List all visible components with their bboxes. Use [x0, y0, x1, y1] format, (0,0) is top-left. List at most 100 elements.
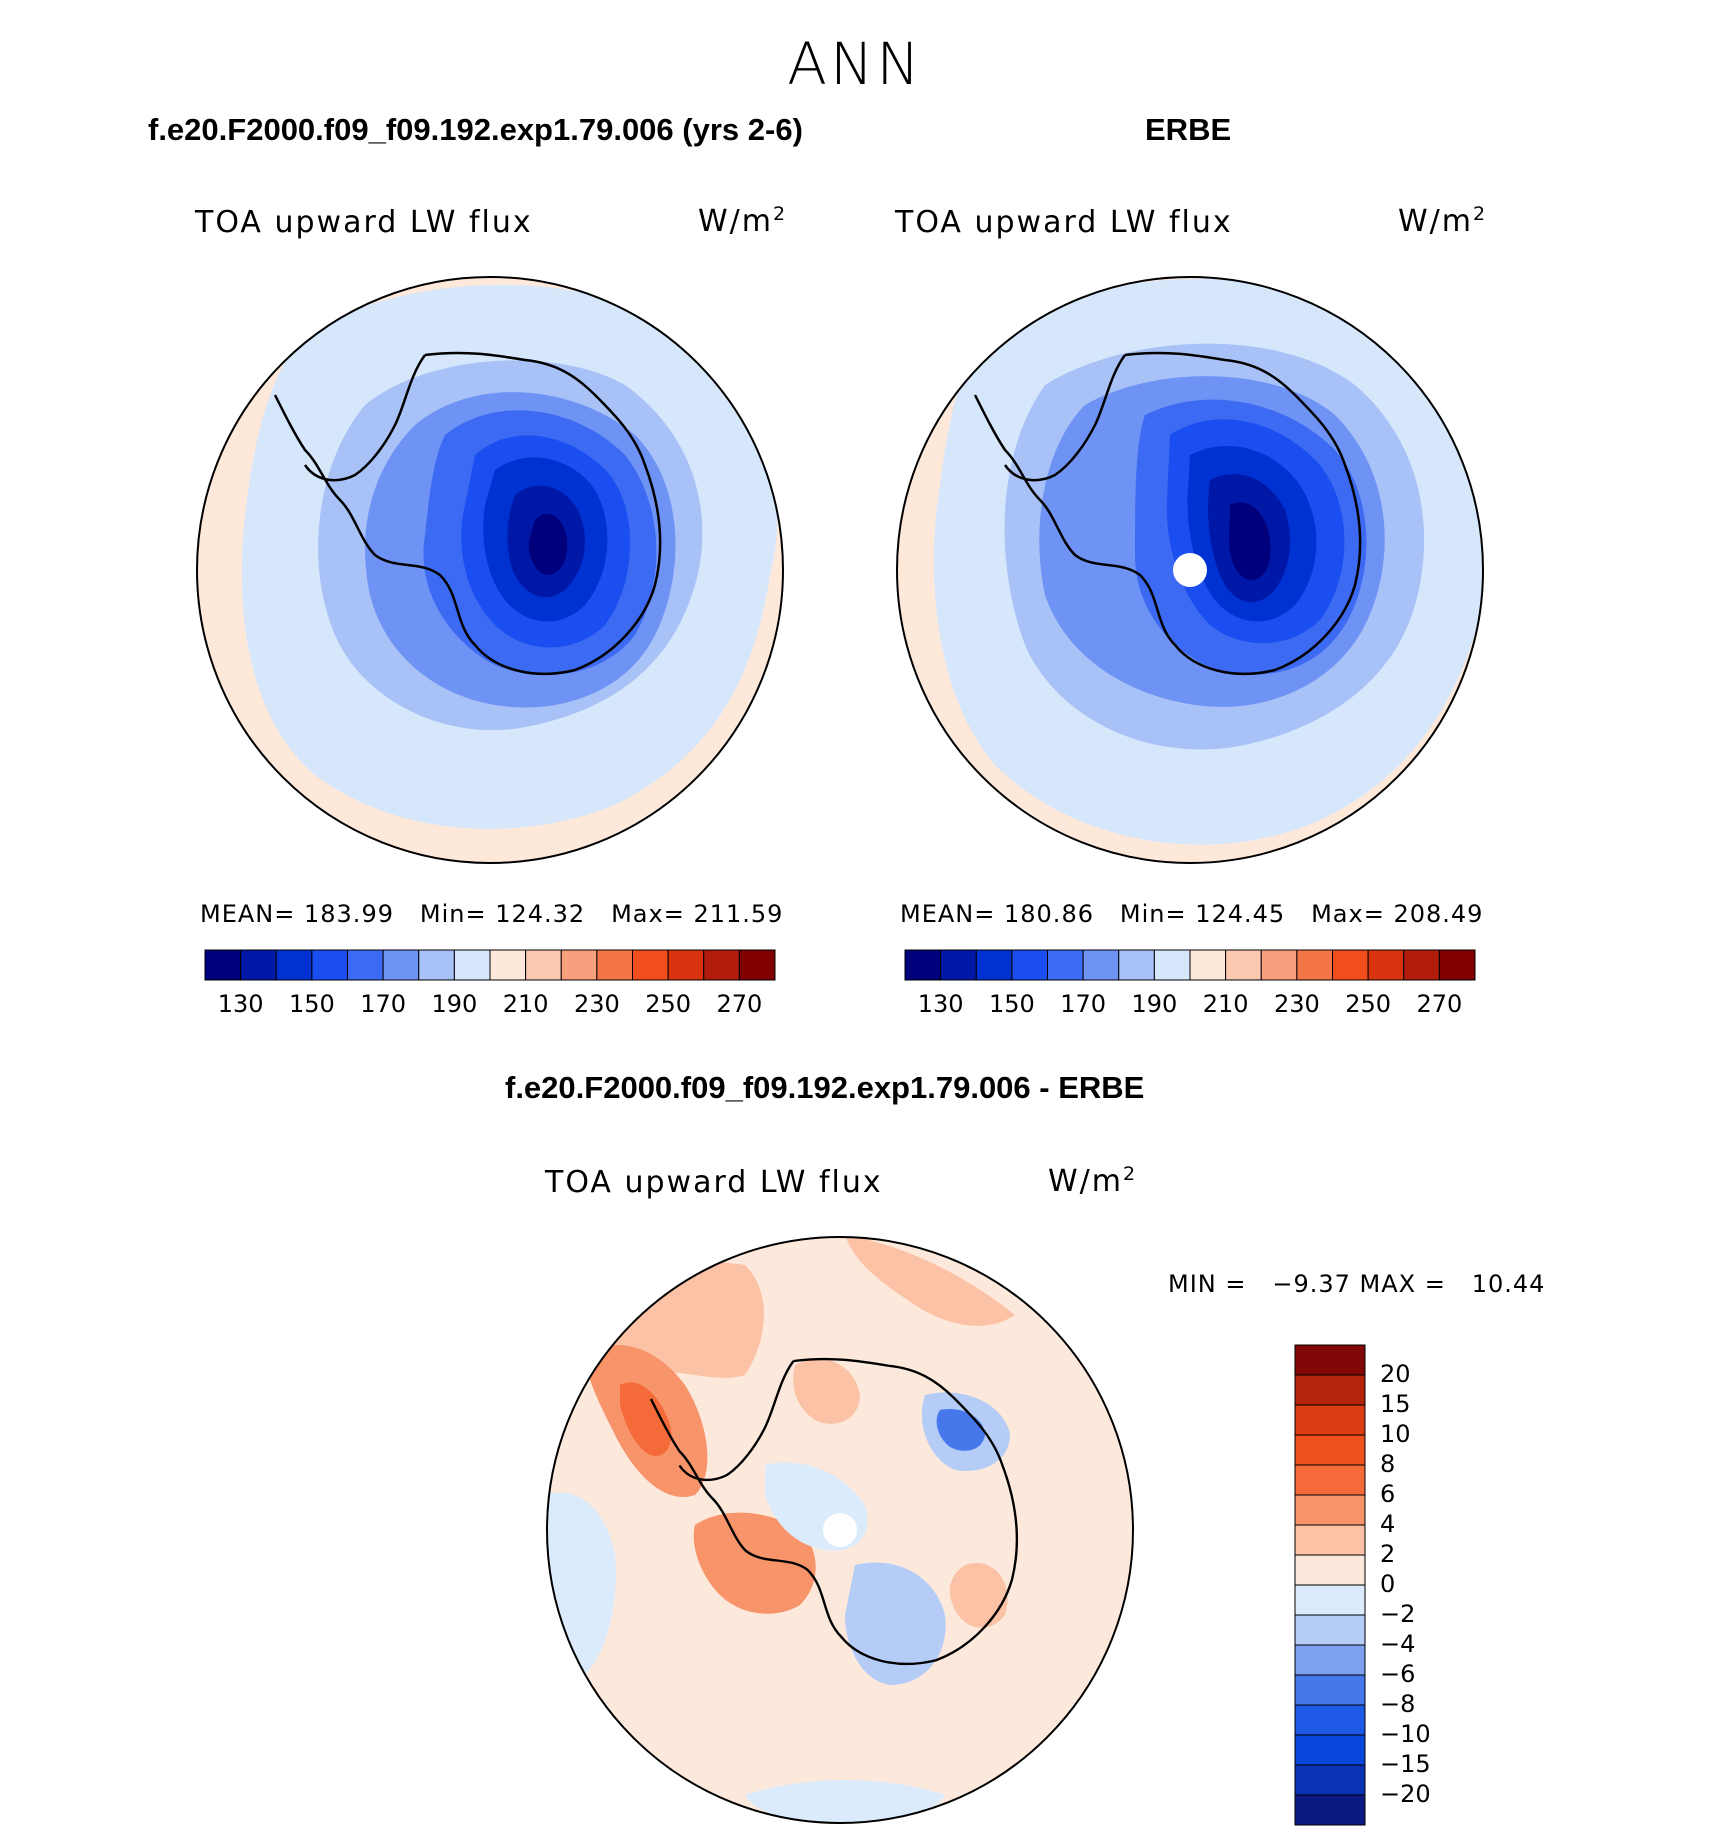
- diff-colorbar-tick-label: −20: [1380, 1780, 1431, 1808]
- colorbar-tick-label: 210: [1202, 990, 1249, 1018]
- colorbar-swatch: [1153, 949, 1191, 981]
- diff-map-border: [546, 1236, 1134, 1824]
- colorbar-swatch: [1403, 949, 1440, 981]
- obs-stats: MEAN= 180.86 Min= 124.45 Max= 208.49: [900, 900, 1484, 928]
- model-map-border: [196, 276, 784, 864]
- colorbar-swatch: [418, 949, 455, 981]
- model-case-title: f.e20.F2000.f09_f09.192.exp1.79.006 (yrs…: [148, 112, 803, 147]
- colorbar-tick-label: 250: [645, 990, 692, 1018]
- colorbar-swatch: [1332, 949, 1369, 981]
- model-colorbar: [204, 949, 776, 981]
- colorbar-swatch: [382, 949, 420, 981]
- colorbar-swatch: [275, 949, 313, 981]
- colorbar-tick-label: 250: [1345, 990, 1392, 1018]
- diff-band-6-8: [620, 1382, 672, 1456]
- obs-units: W/m2: [1398, 203, 1488, 239]
- diff-colorbar-tick-label: −10: [1380, 1720, 1431, 1748]
- diff-colorbar-swatch: [1294, 1704, 1366, 1736]
- diff-colorbar-swatch: [1294, 1794, 1366, 1826]
- obs-polar-map: [896, 276, 1484, 864]
- model-polar-map: [196, 276, 784, 864]
- diff-band-neg-s: [845, 1562, 946, 1685]
- colorbar-swatch: [204, 949, 242, 981]
- colorbar-swatch: [632, 949, 669, 981]
- colorbar-swatch: [975, 949, 1013, 981]
- diff-coastline: [649, 1357, 1019, 1666]
- diff-colorbar-tick-label: −15: [1380, 1750, 1431, 1778]
- obs-band-120: [1229, 502, 1271, 580]
- colorbar-swatch: [904, 949, 942, 981]
- colorbar-tick-label: 270: [1416, 990, 1463, 1018]
- colorbar-tick-label: 190: [431, 990, 478, 1018]
- model-units: W/m2: [698, 203, 788, 239]
- obs-pole-gap: [1173, 553, 1207, 587]
- colorbar-swatch: [1260, 949, 1298, 981]
- diff-colorbar: [1294, 1344, 1366, 1826]
- colorbar-swatch: [940, 949, 977, 981]
- colorbar-swatch: [311, 949, 348, 981]
- diff-colorbar-tick-label: 2: [1380, 1540, 1396, 1568]
- colorbar-swatch: [1189, 949, 1227, 981]
- diff-colorbar-tick-label: 10: [1380, 1420, 1411, 1448]
- colorbar-swatch: [1118, 949, 1155, 981]
- diff-colorbar-ticks: 20 15 10 8 6 4 2 0 −2 −4 −6 −8 −10 −15 −20: [1380, 1345, 1500, 1825]
- diff-band-2-4-n: [845, 1237, 1015, 1326]
- colorbar-swatch: [560, 949, 598, 981]
- diff-colorbar-swatch: [1294, 1374, 1366, 1406]
- diff-colorbar-swatch: [1294, 1464, 1366, 1496]
- diff-case-title: f.e20.F2000.f09_f09.192.exp1.79.006 - ER…: [505, 1070, 1145, 1105]
- colorbar-swatch: [1225, 949, 1262, 981]
- model-stats: MEAN= 183.99 Min= 124.32 Max= 211.59: [200, 900, 784, 928]
- colorbar-swatch: [596, 949, 633, 981]
- diff-colorbar-tick-label: 4: [1380, 1510, 1396, 1538]
- obs-colorbar-ticks: 130 150 170 190 210 230 250 270: [905, 990, 1475, 1020]
- model-variable-label: TOA upward LW flux: [195, 205, 533, 240]
- colorbar-tick-label: 270: [716, 990, 763, 1018]
- colorbar-swatch: [489, 949, 527, 981]
- obs-variable-label: TOA upward LW flux: [895, 205, 1233, 240]
- diff-colorbar-swatch: [1294, 1764, 1366, 1796]
- diff-colorbar-swatch: [1294, 1404, 1366, 1436]
- diff-colorbar-tick-label: −6: [1380, 1660, 1416, 1688]
- colorbar-tick-label: 150: [288, 990, 335, 1018]
- model-colorbar-ticks: 130 150 170 190 210 230 250 270: [205, 990, 775, 1020]
- obs-colorbar: [904, 949, 1476, 981]
- diff-colorbar-swatch: [1294, 1344, 1366, 1376]
- colorbar-tick-label: 190: [1131, 990, 1178, 1018]
- diff-band-4-6-s: [693, 1512, 816, 1614]
- diff-colorbar-tick-label: 20: [1380, 1360, 1411, 1388]
- diff-variable-label: TOA upward LW flux: [545, 1165, 883, 1200]
- diff-band-2-4-c: [793, 1359, 860, 1424]
- diff-colorbar-tick-label: 15: [1380, 1390, 1411, 1418]
- diff-band-2-4-e: [949, 1563, 1008, 1628]
- diff-colorbar-swatch: [1294, 1644, 1366, 1676]
- diff-colorbar-swatch: [1294, 1584, 1366, 1616]
- colorbar-swatch: [1296, 949, 1333, 981]
- diff-band-neg-bottom: [745, 1780, 945, 1823]
- diff-colorbar-swatch: [1294, 1494, 1366, 1526]
- diff-pole-gap: [823, 1513, 857, 1547]
- diff-colorbar-tick-label: 6: [1380, 1480, 1396, 1508]
- colorbar-swatch: [240, 949, 277, 981]
- diff-colorbar-swatch: [1294, 1674, 1366, 1706]
- colorbar-tick-label: 150: [988, 990, 1035, 1018]
- season-title: ANN: [787, 30, 923, 98]
- colorbar-tick-label: 170: [360, 990, 407, 1018]
- diff-colorbar-swatch: [1294, 1734, 1366, 1766]
- diff-colorbar-swatch: [1294, 1524, 1366, 1556]
- colorbar-tick-label: 130: [217, 990, 264, 1018]
- diff-polar-map: [546, 1236, 1134, 1824]
- diff-colorbar-swatch: [1294, 1554, 1366, 1586]
- diff-colorbar-tick-label: 0: [1380, 1570, 1396, 1598]
- colorbar-tick-label: 230: [573, 990, 620, 1018]
- colorbar-swatch: [738, 949, 776, 981]
- colorbar-tick-label: 230: [1273, 990, 1320, 1018]
- diff-minmax: MIN = −9.37 MAX = 10.44: [1168, 1270, 1546, 1298]
- obs-map-border: [896, 276, 1484, 864]
- diff-colorbar-tick-label: 8: [1380, 1450, 1396, 1478]
- colorbar-tick-label: 130: [917, 990, 964, 1018]
- diff-colorbar-swatch: [1294, 1614, 1366, 1646]
- obs-case-title: ERBE: [1145, 112, 1232, 147]
- model-coastline: [273, 351, 662, 676]
- colorbar-tick-label: 210: [502, 990, 549, 1018]
